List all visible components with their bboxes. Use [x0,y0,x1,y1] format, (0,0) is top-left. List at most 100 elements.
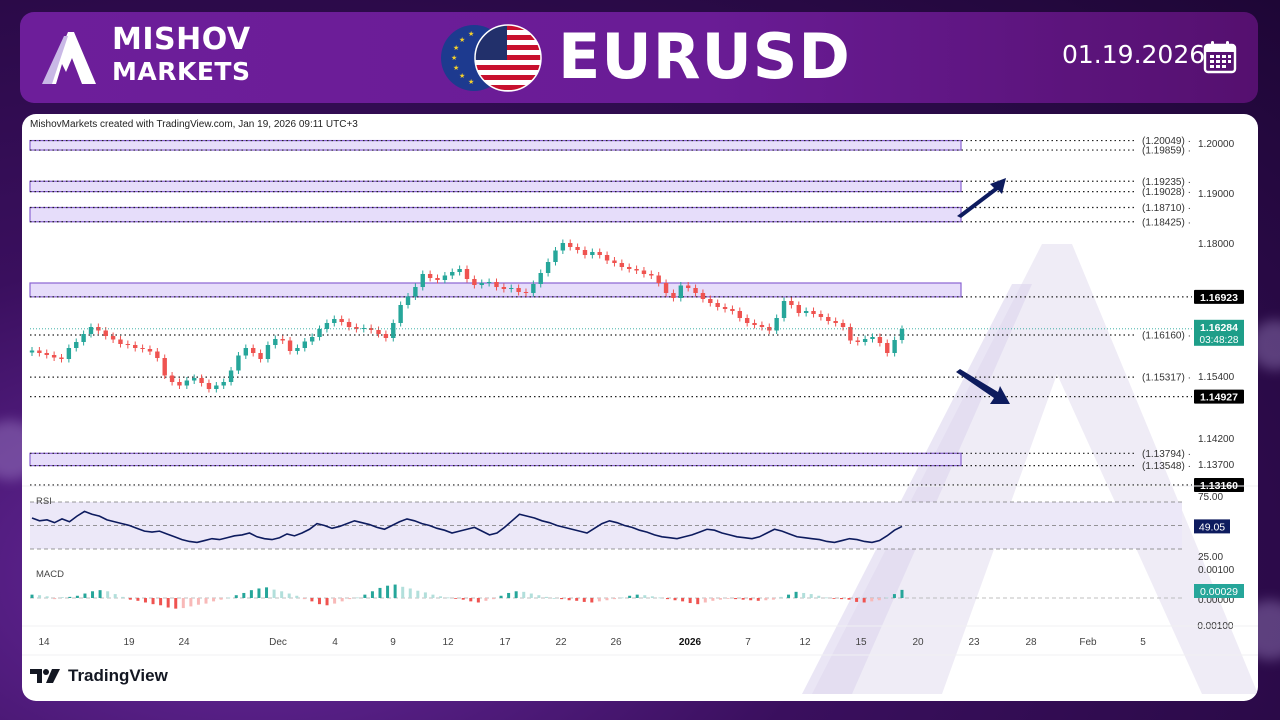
macd-bar [151,598,155,605]
candle-body [811,311,816,314]
candle-body [96,327,101,331]
y-tick: 1.18000 [1198,239,1235,250]
candle-body [258,353,263,359]
x-tick: 7 [745,637,751,648]
macd-bar [613,598,617,600]
candle-body [531,284,536,293]
macd-bar [870,598,874,602]
price-chart[interactable]: (1.20049) ·(1.19859) · (1.19235) ·(1.1902… [22,114,1258,701]
macd-bar [45,596,49,598]
candle-body [862,339,868,342]
macd-bar [265,587,269,598]
macd-bar [643,595,647,598]
candle-body [671,293,676,298]
macd-bar [106,591,110,598]
candle-body [538,273,543,284]
macd-tick: 0.00000 [1198,595,1235,606]
macd-bar [491,598,495,600]
macd-bar [257,588,261,598]
level-badge [1194,289,1244,304]
macd-bar [227,597,231,599]
macd-bar [249,590,253,598]
level-label: (1.19028) · [1142,187,1191,198]
macd-bar [764,598,768,601]
rsi-tick: 75.00 [1198,492,1223,503]
candle-body [214,385,219,389]
candle-body [472,279,477,285]
candle-body [221,382,226,386]
countdown: 03:48:28 [1200,335,1239,346]
candle-body [685,285,691,288]
mountain-logo-icon [42,32,96,84]
y-tick: 1.15400 [1198,372,1235,383]
candle-body [870,337,875,339]
macd-bar [862,598,866,603]
macd-bar [439,596,443,598]
candle-body [44,353,49,355]
macd-bar [529,593,533,598]
arrow-up-icon [957,178,1006,218]
level-label: (1.18710) · [1142,203,1191,214]
candle-body [737,311,742,318]
candle-body [398,305,403,323]
level-badge [1194,389,1244,404]
zone-rect[interactable] [29,139,962,151]
x-tick: 28 [1025,637,1037,648]
macd-bar [317,598,321,605]
candle-body [582,250,588,255]
x-tick: 12 [799,637,811,648]
candle-body [885,343,890,353]
macd-bar [832,598,836,599]
rsi-tick: 25.00 [1198,552,1223,563]
candle-body [803,311,809,313]
macd-bar [484,598,488,601]
macd-bar [817,595,821,598]
macd-bar [787,594,791,598]
candle-body [509,288,514,289]
candle-body [641,270,647,274]
x-tick: 22 [555,637,567,648]
macd-bar [219,598,223,600]
zone-rect[interactable] [29,452,962,467]
macd-bar [575,598,579,601]
symbol-title: EURUSD [558,20,851,93]
x-tick: Feb [1079,637,1097,648]
macd-bar [839,598,843,600]
macd-bar [605,598,609,601]
candle-body [560,243,566,251]
macd-bar [461,598,465,600]
svg-text:★: ★ [468,30,474,38]
brand-line1: MISHOV [112,22,251,57]
candle-body [376,330,381,334]
candle-body [332,319,337,323]
candle-body [774,318,779,331]
candle-body [192,378,197,381]
candle-body [722,307,728,309]
x-tick: 12 [442,637,454,648]
macd-bar [567,598,571,601]
candle-body [604,255,610,261]
zone-rect[interactable] [29,206,962,223]
candle-body [634,269,639,271]
macd-bar [665,598,669,600]
candle-body [442,275,448,280]
candle-body [568,243,573,247]
candle-body [892,340,897,353]
macd-bar [446,597,450,599]
macd-bar [121,596,125,598]
macd-bar [355,597,359,599]
candle-body [678,285,684,298]
level-label: (1.19859) · [1142,146,1191,157]
calendar-icon [1203,41,1237,74]
candle-body [523,292,529,293]
candle-body [199,378,204,383]
macd-bar [711,598,715,601]
brand-header: MISHOV MARKETS ★ ★ ★ ★ ★ ★ ★ EURUSD 01.19.202… [20,12,1258,103]
macd-bar [401,586,405,598]
macd-bar [340,598,344,602]
candle-body [767,327,772,331]
macd-bar [650,596,654,598]
macd-bar [499,595,503,598]
candle-body [457,269,462,272]
zone-rect[interactable] [29,180,962,193]
